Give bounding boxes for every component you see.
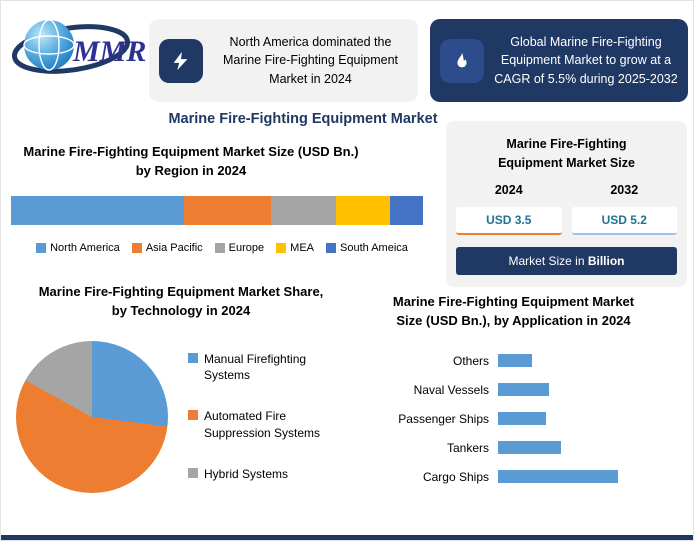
globe-icon	[24, 20, 74, 70]
legend-swatch	[276, 242, 287, 253]
market-size-panel: Marine Fire-Fighting Equipment Market Si…	[446, 121, 687, 287]
application-bar	[498, 470, 618, 484]
region-bar-segment	[390, 195, 423, 225]
region-legend-item: Europe	[214, 241, 265, 254]
legend-swatch	[188, 467, 198, 478]
legend-label: Automated Fire Suppression Systems	[204, 409, 321, 441]
technology-chart-section: Marine Fire-Fighting Equipment Market Sh…	[16, 283, 346, 493]
application-bar-label: Naval Vessels	[413, 382, 489, 397]
region-bar-segment	[336, 195, 391, 225]
value-2024: USD 3.5	[456, 206, 562, 235]
page-title: Marine Fire-Fighting Equipment Market	[168, 111, 438, 127]
application-bar	[498, 441, 561, 455]
region-legend-item: North America	[36, 242, 120, 254]
callout-cagr-text: Global Marine Fire-Fighting Equipment Ma…	[494, 35, 678, 86]
lightning-bolt-icon	[159, 38, 203, 83]
callout-cagr: Global Marine Fire-Fighting Equipment Ma…	[430, 19, 688, 102]
globe-parallel	[23, 35, 75, 55]
technology-pie	[16, 340, 168, 493]
region-bar-segment	[11, 195, 185, 225]
logo-text: MMR	[72, 35, 146, 68]
application-bar-row: Others	[351, 351, 676, 371]
technology-legend-item: Automated Fire Suppression Systems	[188, 408, 338, 442]
bar-track	[498, 383, 618, 397]
legend-swatch	[131, 242, 142, 253]
application-bar-row: Naval Vessels	[351, 380, 676, 400]
application-bar-label: Cargo Ships	[422, 469, 489, 484]
legend-swatch	[36, 242, 47, 253]
application-chart-section: Marine Fire-Fighting Equipment Market Si…	[351, 293, 676, 496]
legend-label: MEA	[290, 241, 314, 254]
value-2032: USD 5.2	[571, 206, 677, 235]
callout-north-america-text: North America dominated the Marine Fire-…	[222, 35, 399, 86]
legend-swatch	[188, 410, 198, 421]
years-row: 2024 2032	[456, 183, 677, 197]
application-bars: Others Naval Vessels Passenger Ships Tanker…	[351, 351, 676, 487]
market-size-unit-badge: Market Size in Billion	[456, 246, 677, 275]
region-stacked-bar	[11, 195, 423, 225]
globe-meridian	[38, 19, 60, 71]
region-legend: North America Asia Pacific Europe MEA South …	[11, 242, 433, 254]
unit-text: Market Size in	[508, 253, 588, 268]
legend-label: Europe	[228, 241, 265, 254]
application-bar-label: Tankers	[446, 440, 489, 455]
region-bar-segment	[184, 195, 271, 225]
bar-track	[498, 470, 618, 484]
region-legend-item: MEA	[276, 242, 314, 254]
logo-swoosh	[11, 24, 131, 74]
legend-label: Asia Pacific	[145, 241, 203, 254]
region-chart-title: Marine Fire-Fighting Equipment Market Si…	[23, 144, 359, 178]
bar-track	[498, 441, 618, 455]
application-bar-row: Cargo Ships	[351, 467, 676, 487]
unit-text-bold: Billion	[587, 253, 625, 268]
application-bar-row: Passenger Ships	[351, 409, 676, 429]
year-2032-label: 2032	[610, 182, 639, 197]
region-legend-item: South Ameica	[326, 242, 408, 254]
values-row: USD 3.5 USD 5.2	[456, 206, 677, 235]
application-chart-title: Marine Fire-Fighting Equipment Market Si…	[392, 294, 635, 328]
technology-chart-title: Marine Fire-Fighting Equipment Market Sh…	[38, 284, 324, 318]
region-bar-segment	[270, 195, 337, 225]
legend-swatch	[214, 242, 225, 253]
application-bar	[498, 412, 546, 426]
application-bar-row: Tankers	[351, 438, 676, 458]
technology-legend-item: Hybrid Systems	[188, 466, 338, 483]
legend-label: South Ameica	[340, 241, 408, 254]
legend-label: Hybrid Systems	[204, 466, 289, 481]
bottom-border	[1, 535, 693, 540]
application-bar	[498, 354, 533, 368]
callout-north-america: North America dominated the Marine Fire-…	[149, 19, 418, 102]
bar-track	[498, 412, 618, 426]
technology-legend: Manual Firefighting Systems Automated Fir…	[188, 351, 338, 483]
year-2024-label: 2024	[494, 182, 523, 197]
technology-legend-item: Manual Firefighting Systems	[188, 351, 338, 385]
legend-label: North America	[50, 241, 120, 254]
flame-icon	[440, 38, 484, 83]
legend-swatch	[188, 352, 198, 363]
legend-label: Manual Firefighting Systems	[204, 351, 307, 383]
application-bar-label: Passenger Ships	[398, 411, 489, 426]
market-size-panel-title: Marine Fire-Fighting Equipment Market Si…	[498, 137, 635, 170]
region-legend-item: Asia Pacific	[131, 241, 203, 254]
application-bar	[498, 383, 550, 397]
bar-track	[498, 354, 618, 368]
mmr-logo: MMR	[11, 19, 146, 74]
application-bar-label: Others	[452, 353, 489, 368]
legend-swatch	[326, 242, 336, 253]
pie-wrap: Manual Firefighting Systems Automated Fir…	[16, 340, 346, 493]
region-chart-section: Marine Fire-Fighting Equipment Market Si…	[11, 143, 433, 254]
